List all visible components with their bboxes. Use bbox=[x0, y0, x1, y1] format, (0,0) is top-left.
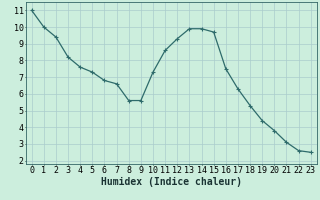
X-axis label: Humidex (Indice chaleur): Humidex (Indice chaleur) bbox=[101, 176, 242, 187]
